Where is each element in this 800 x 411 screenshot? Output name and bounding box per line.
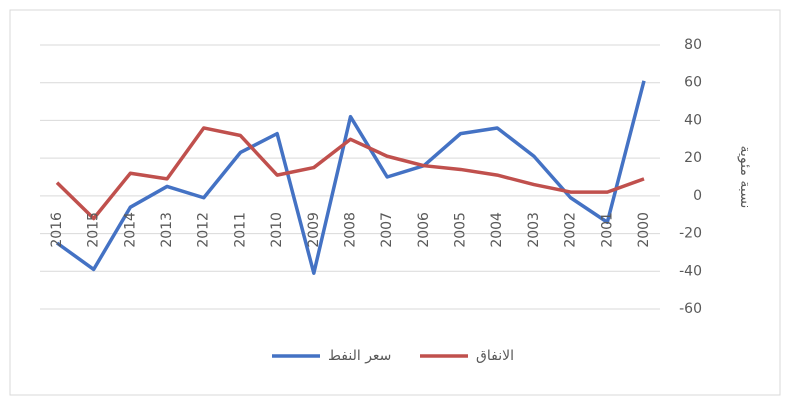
chart-border	[9, 9, 781, 396]
x-tick-label: 2015	[86, 212, 102, 248]
x-tick-label: 2011	[232, 212, 248, 248]
x-tick-label: 2010	[269, 212, 285, 248]
x-tick-label: 2009	[306, 212, 322, 248]
x-tick-label: 2005	[453, 212, 469, 248]
y-tick-label: 80	[684, 37, 702, 53]
x-tick-label: 2001	[599, 212, 615, 248]
x-tick-label: 2006	[416, 212, 432, 248]
x-tick-label: 2004	[489, 212, 505, 248]
x-tick-label: 2012	[196, 212, 212, 248]
x-tick-label: 2000	[636, 212, 652, 248]
y-tick-label: 40	[684, 112, 702, 128]
legend-label: الانفاق	[476, 348, 514, 364]
x-tick-label: 2016	[49, 212, 65, 248]
y-tick-label: -20	[679, 226, 702, 242]
x-tick-label: 2002	[563, 212, 579, 248]
y-axis-label: نسبة مئوية	[737, 146, 753, 209]
x-tick-label: 2007	[379, 212, 395, 248]
x-tick-label: 2014	[122, 212, 138, 248]
series-line	[55, 80, 646, 275]
series-line	[55, 126, 645, 221]
y-tick-label: 0	[693, 188, 702, 204]
x-tick-label: 2003	[526, 212, 542, 248]
y-tick-label: -40	[679, 263, 702, 279]
x-tick-label: 2013	[159, 212, 175, 248]
legend-label: سعر النفط	[328, 348, 391, 364]
y-tick-label: 20	[684, 150, 702, 166]
x-tick-label: 2008	[343, 212, 359, 248]
y-tick-label: 60	[684, 75, 702, 91]
y-tick-label: -60	[679, 301, 702, 317]
